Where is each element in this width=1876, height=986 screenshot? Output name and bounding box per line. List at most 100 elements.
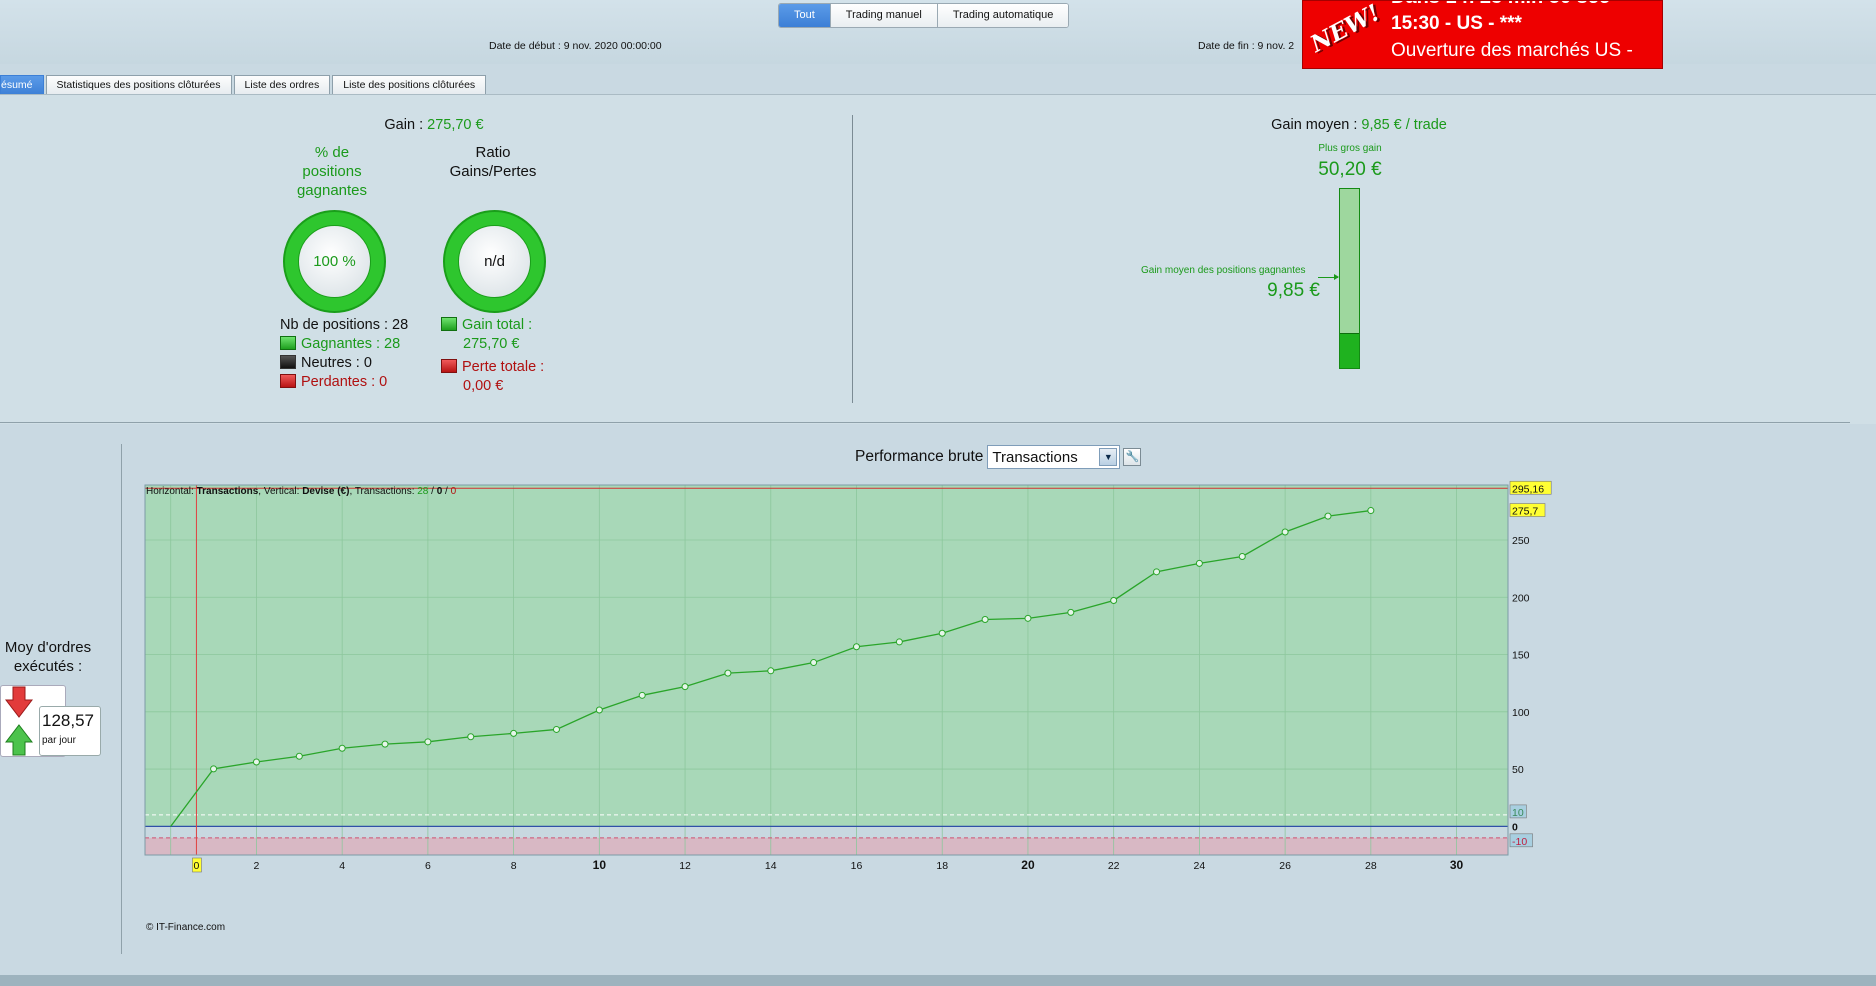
- subtitle-text: , Transactions:: [349, 486, 418, 497]
- performance-mode-value: Transactions: [992, 448, 1078, 466]
- green-up-arrow-icon: [5, 724, 33, 756]
- orders-unit: par jour: [42, 735, 76, 746]
- subtitle-text: /: [442, 486, 451, 497]
- data-point: [938, 629, 946, 637]
- orders-title: Moy d'ordres exécutés :: [0, 638, 96, 676]
- promo-event-time: 15:30 - US - ***: [1391, 13, 1522, 34]
- x-tick-label: 16: [851, 860, 863, 872]
- orders-card: 128,57 par jour: [0, 682, 101, 760]
- performance-mode-select[interactable]: Transactions ▼: [987, 445, 1121, 469]
- data-point: [681, 683, 689, 691]
- subtitle-horizontal: Transactions: [196, 486, 259, 497]
- tab-closed-positions-list[interactable]: Liste des positions clôturées: [332, 75, 487, 95]
- data-point: [510, 729, 518, 737]
- data-point: [1024, 614, 1032, 622]
- biggest-gain-value: 50,20 €: [1318, 159, 1382, 180]
- tab-bar: ésumé Statistiques des positions clôturé…: [0, 75, 488, 95]
- start-date-label: Date de début : 9 nov. 2020 00:00:00: [489, 40, 662, 52]
- orders-title-line: exécutés :: [13, 658, 83, 675]
- y-tick-label: 0: [1512, 821, 1518, 833]
- tab-closed-positions-stats[interactable]: Statistiques des positions clôturées: [45, 75, 232, 95]
- data-point: [981, 615, 989, 623]
- x-tick-label: 10: [593, 858, 607, 872]
- left-panel-divider: [121, 444, 122, 954]
- y-tick-highlight: [1509, 503, 1546, 517]
- chevron-down-icon[interactable]: ▼: [1099, 448, 1118, 466]
- x-tick-label: 26: [1279, 860, 1291, 872]
- red-square-icon: [441, 359, 457, 373]
- y-tick-label: -10: [1512, 836, 1527, 848]
- data-point: [1238, 552, 1246, 560]
- plot-frame: [144, 484, 1509, 856]
- data-point: [810, 659, 818, 667]
- data-point: [552, 725, 560, 733]
- bottom-strip: [0, 975, 1876, 986]
- data-point: [1324, 512, 1332, 520]
- nb-positions: Nb de positions : 28: [280, 317, 409, 333]
- total-loss-label: Perte totale :: [462, 359, 545, 375]
- data-point: [595, 706, 603, 714]
- data-point: [338, 744, 346, 752]
- pct-winning-title-line: % de: [314, 144, 350, 161]
- biggest-gain-label: Plus gros gain: [1318, 143, 1382, 154]
- x-tick-highlight: [192, 857, 202, 873]
- subtitle-vertical: Devise (€): [302, 486, 350, 497]
- performance-chart: 0 2 4 6 8 10 12 14 16 18 20 22 24 26 28 30 -10 0 10 50 100 15…: [122, 475, 1852, 955]
- pct-winning-gauge: 100 %: [283, 210, 386, 313]
- black-square-icon: [280, 355, 296, 369]
- pct-winning-title: % de positions gagnantes: [282, 143, 382, 200]
- y-tick-highlight: [1509, 480, 1552, 495]
- pct-winning-title-line: positions: [302, 163, 362, 180]
- y-tick-highlight: [1509, 804, 1527, 819]
- ratio-title-line: Gains/Pertes: [449, 163, 537, 180]
- wrench-icon[interactable]: 🔧: [1123, 448, 1142, 466]
- data-point: [1153, 568, 1161, 576]
- data-point: [381, 740, 389, 748]
- mode-all-button[interactable]: Tout: [779, 4, 831, 27]
- tab-orders-list[interactable]: Liste des ordres: [233, 75, 331, 95]
- y-tick-label: 275,7: [1512, 506, 1538, 518]
- gain-bar: [1339, 188, 1360, 369]
- data-point: [1195, 559, 1203, 567]
- x-tick-label: 2: [254, 860, 260, 872]
- data-point: [638, 691, 646, 699]
- avg-winning-label: Gain moyen des positions gagnantes: [1141, 265, 1306, 276]
- tx-loss: 0: [450, 486, 457, 497]
- y-tick-label: 10: [1512, 807, 1524, 819]
- subtitle-text: , Vertical:: [258, 486, 303, 497]
- tab-summary[interactable]: ésumé: [0, 75, 44, 95]
- data-point: [1367, 507, 1375, 515]
- y-tick-label: 250: [1512, 535, 1530, 547]
- avg-winning-arrow-icon: [1318, 277, 1338, 278]
- mode-automatic-button[interactable]: Trading automatique: [937, 4, 1069, 27]
- mode-manual-button[interactable]: Trading manuel: [830, 4, 938, 27]
- x-tick-label: 18: [936, 860, 948, 872]
- end-date-label: Date de fin : 9 nov. 2: [1198, 40, 1295, 52]
- total-loss: Perte totale :: [441, 359, 544, 375]
- x-tick-label: 0: [194, 860, 200, 872]
- y-tick-label: 150: [1512, 650, 1530, 662]
- gain-label: Gain :: [384, 117, 428, 133]
- data-point: [210, 765, 218, 773]
- losing-count: Perdantes : 0: [280, 374, 387, 390]
- data-point: [895, 638, 903, 646]
- y-tick-label: 100: [1512, 707, 1530, 719]
- gain-heading: Gain : 275,70 €: [334, 117, 534, 133]
- x-tick-label: 28: [1365, 860, 1377, 872]
- data-point: [295, 752, 303, 760]
- x-tick-label: 12: [679, 860, 691, 872]
- chart-subtitle: Horizontal: Transactions, Vertical: Devi…: [146, 486, 456, 497]
- x-tick-label: 24: [1194, 860, 1206, 872]
- total-gain: Gain total :: [441, 317, 532, 333]
- neutral-count-text: Neutres : 0: [301, 355, 372, 371]
- promo-banner[interactable]: NEW! Dans 1 h 28 min 50 sec 15:30 - US -…: [1302, 0, 1663, 69]
- winning-count: Gagnantes : 28: [280, 336, 400, 352]
- data-point: [1110, 596, 1118, 604]
- data-point: [1281, 528, 1289, 536]
- arrow-head-icon: [1334, 274, 1339, 280]
- positive-area: [145, 485, 1508, 827]
- data-point: [467, 733, 475, 741]
- y-tick-highlight: [1509, 833, 1533, 848]
- negative-area: [145, 837, 1508, 855]
- x-tick-label: 14: [765, 860, 777, 872]
